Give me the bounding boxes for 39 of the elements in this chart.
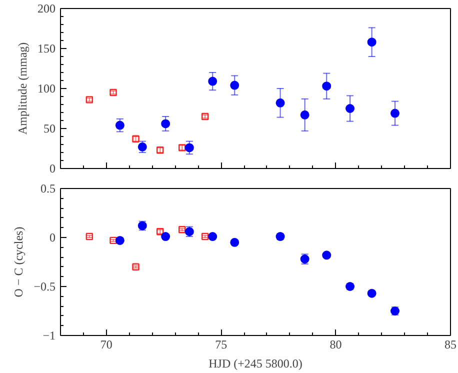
y-tick-label: −1 [42,328,56,342]
point [300,110,310,120]
point [276,98,285,108]
x-axis-title: HJD (+245 5800.0) [208,356,302,370]
x-tick-label: 75 [215,338,228,352]
y-tick-label: 0.5 [40,182,56,196]
point [161,232,170,242]
point [230,238,240,247]
x-tick-label: 85 [444,338,456,352]
point [184,143,194,152]
y-tick-label: 0 [50,162,56,176]
point [367,38,376,47]
y-tick-label: 150 [38,42,56,56]
point [322,82,332,91]
point [110,236,117,244]
point [132,263,140,270]
point [208,76,218,86]
y-tick-label: 200 [38,2,56,16]
y-axis-title: O − C (cycles) [12,226,26,298]
point [86,232,94,240]
point [115,120,124,130]
point [86,96,94,104]
point [230,80,240,90]
point [115,236,124,245]
y-axis-title: Amplitude (mmag) [16,42,30,135]
point [346,104,355,113]
y-tick-label: 50 [44,122,56,136]
y-tick-label: −0.5 [34,280,56,294]
x-tick-label: 80 [330,338,342,352]
point [322,250,332,260]
point [208,232,218,242]
point [201,232,209,240]
y-tick-label: 0 [50,230,56,244]
point [161,119,170,128]
point [390,108,400,118]
point [367,288,376,298]
y-tick-label: 100 [38,82,56,96]
x-tick-label: 70 [100,338,112,352]
point [178,226,186,234]
